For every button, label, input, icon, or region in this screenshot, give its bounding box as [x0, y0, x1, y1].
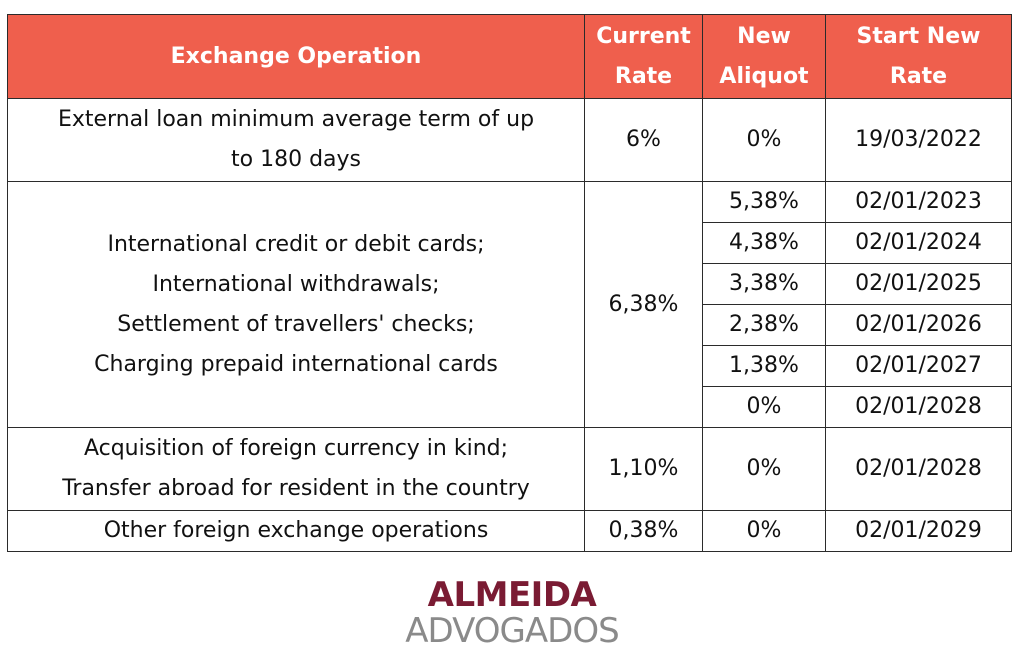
operation-cell: Other foreign exchange operations	[7, 510, 585, 552]
new-aliquot-cell: 0%	[702, 510, 826, 552]
new-aliquot-cell: 0%	[702, 427, 826, 511]
current-rate-cell: 6%	[584, 98, 703, 182]
table-row: 4,38% 02/01/2024	[8, 222, 1012, 264]
logo-line-advogados: ADVOGADOS	[405, 611, 619, 651]
operation-line: Acquisition of foreign currency in kind;	[83, 436, 509, 461]
operation-line: to 180 days	[231, 147, 361, 172]
new-aliquot-cell: 3,38%	[702, 263, 826, 305]
header-start-new-rate-line2: Rate	[889, 63, 948, 89]
header-start-new-rate-line1: Start New	[856, 23, 981, 49]
header-current-rate-line2: Rate	[614, 63, 673, 89]
start-new-rate-cell: 02/01/2027	[825, 345, 1012, 387]
new-aliquot-cell: 1,38%	[702, 345, 826, 387]
table-row: 2,38% 02/01/2026	[8, 304, 1012, 346]
header-new-aliquot-line1: New	[737, 23, 791, 49]
table-row: External loan minimum average term of up…	[7, 98, 1012, 182]
start-new-rate-cell: 02/01/2028	[825, 386, 1012, 428]
header-current-rate: Current Rate	[584, 14, 703, 99]
operation-cell: International credit or debit cards; Int…	[7, 181, 585, 428]
operation-line: Settlement of travellers' checks;	[117, 311, 475, 337]
operation-line: International credit or debit cards;	[107, 231, 485, 257]
table-row: Acquisition of foreign currency in kind;…	[7, 427, 1012, 511]
start-new-rate-cell: 19/03/2022	[825, 98, 1012, 182]
header-exchange-operation: Exchange Operation	[7, 14, 585, 99]
start-new-rate-cell: 02/01/2024	[825, 222, 1012, 264]
start-new-rate-cell: 02/01/2025	[825, 263, 1012, 305]
start-new-rate-cell: 02/01/2029	[825, 510, 1012, 552]
operation-line: International withdrawals;	[152, 271, 440, 297]
start-new-rate-cell: 02/01/2023	[825, 181, 1012, 223]
start-new-rate-cell: 02/01/2026	[825, 304, 1012, 346]
new-aliquot-cell: 5,38%	[702, 181, 826, 223]
new-aliquot-cell: 0%	[702, 98, 826, 182]
table-row: 0% 02/01/2028	[8, 386, 1012, 428]
exchange-rates-table: Exchange Operation Current Rate New Aliq…	[7, 14, 1012, 552]
operation-cell: Acquisition of foreign currency in kind;…	[7, 427, 585, 511]
header-new-aliquot-line2: Aliquot	[719, 63, 809, 89]
header-new-aliquot: New Aliquot	[702, 14, 826, 99]
almeida-advogados-logo: ALMEIDA ADVOGADOS	[0, 577, 1024, 649]
new-aliquot-cell: 4,38%	[702, 222, 826, 264]
operation-line: Charging prepaid international cards	[94, 351, 498, 377]
header-start-new-rate: Start New Rate	[825, 14, 1012, 99]
new-aliquot-cell: 0%	[702, 386, 826, 428]
header-row: Exchange Operation Current Rate New Aliq…	[7, 14, 1012, 99]
logo-line-almeida: ALMEIDA	[427, 575, 597, 615]
header-current-rate-line1: Current	[596, 23, 691, 49]
table-row: Other foreign exchange operations 0,38% …	[7, 510, 1012, 552]
current-rate-cell: 0,38%	[584, 510, 703, 552]
operation-cell: External loan minimum average term of up…	[7, 98, 585, 182]
current-rate-cell: 1,10%	[584, 427, 703, 511]
current-rate-cell: 6,38%	[584, 181, 703, 428]
operation-line: Transfer abroad for resident in the coun…	[62, 476, 530, 501]
new-aliquot-cell: 2,38%	[702, 304, 826, 346]
operation-line: External loan minimum average term of up	[57, 107, 535, 132]
table-row: International credit or debit cards; Int…	[7, 181, 1012, 428]
start-new-rate-cell: 02/01/2028	[825, 427, 1012, 511]
